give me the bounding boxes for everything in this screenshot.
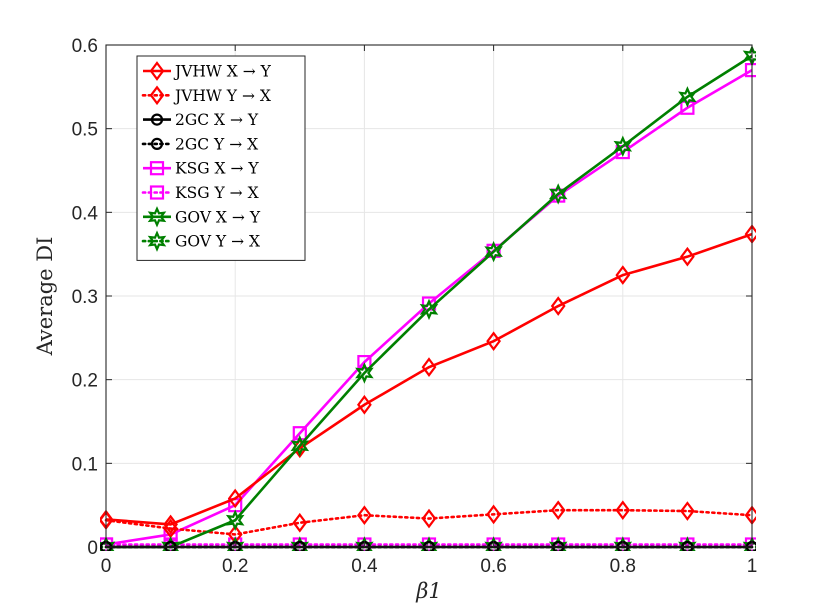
legend: JVHW X → Y JVHW Y → X 2GC X → Y 2GC Y → X KS… xyxy=(137,56,305,260)
y-axis-label: Average DI xyxy=(33,237,57,357)
x-tick-label: 0.6 xyxy=(480,556,506,577)
y-tick-label: 0.4 xyxy=(72,203,99,224)
legend-label: JVHW X → Y xyxy=(173,63,272,81)
y-tick-label: 0.3 xyxy=(72,287,98,308)
legend-entry: KSG X → Y xyxy=(143,160,259,178)
legend-label: GOV X → Y xyxy=(175,208,261,226)
y-tick-label: 0.5 xyxy=(72,120,98,141)
x-tick-label: 0.8 xyxy=(610,556,636,577)
legend-label: KSG Y → X xyxy=(175,184,259,202)
legend-label: 2GC Y → X xyxy=(175,135,258,153)
y-tick-label: 0.2 xyxy=(72,371,98,392)
x-tick-label: 1 xyxy=(747,556,758,577)
y-tick-label: 0.6 xyxy=(72,36,98,57)
y-tick-label: 0 xyxy=(87,538,98,559)
x-tick-label: 0.2 xyxy=(222,556,248,577)
x-tick-label: 0.4 xyxy=(351,556,378,577)
y-tick-label: 0.1 xyxy=(72,454,98,475)
x-axis-label: β1 xyxy=(415,579,442,603)
legend-label: GOV Y → X xyxy=(175,233,260,251)
legend-entry: KSG Y → X xyxy=(143,184,259,202)
legend-label: KSG X → Y xyxy=(175,160,259,178)
legend-label: JVHW Y → X xyxy=(173,87,271,105)
x-tick-label: 0 xyxy=(101,556,112,577)
legend-label: 2GC X → Y xyxy=(175,111,259,129)
